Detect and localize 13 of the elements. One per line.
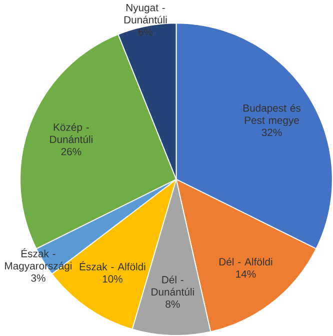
slice-label: Nyugat - Dunántúli xyxy=(124,4,167,24)
data-label: 10% xyxy=(102,275,123,283)
data-label: 26% xyxy=(61,148,82,156)
data-label: 32% xyxy=(262,128,282,136)
data-label: 3% xyxy=(31,274,46,282)
slice-label: Budapest és Pest megye xyxy=(244,104,301,126)
slice-label: Közép - Dunántúli xyxy=(50,123,92,144)
slice-label: Észak - Alföldi xyxy=(80,261,146,270)
data-label: 6% xyxy=(138,28,153,36)
data-label: 14% xyxy=(236,270,256,278)
slice-label: Dél - Alföldi xyxy=(220,258,272,266)
data-label: 8% xyxy=(166,300,180,308)
slice-label: Dél - Dunántúli xyxy=(152,276,194,296)
